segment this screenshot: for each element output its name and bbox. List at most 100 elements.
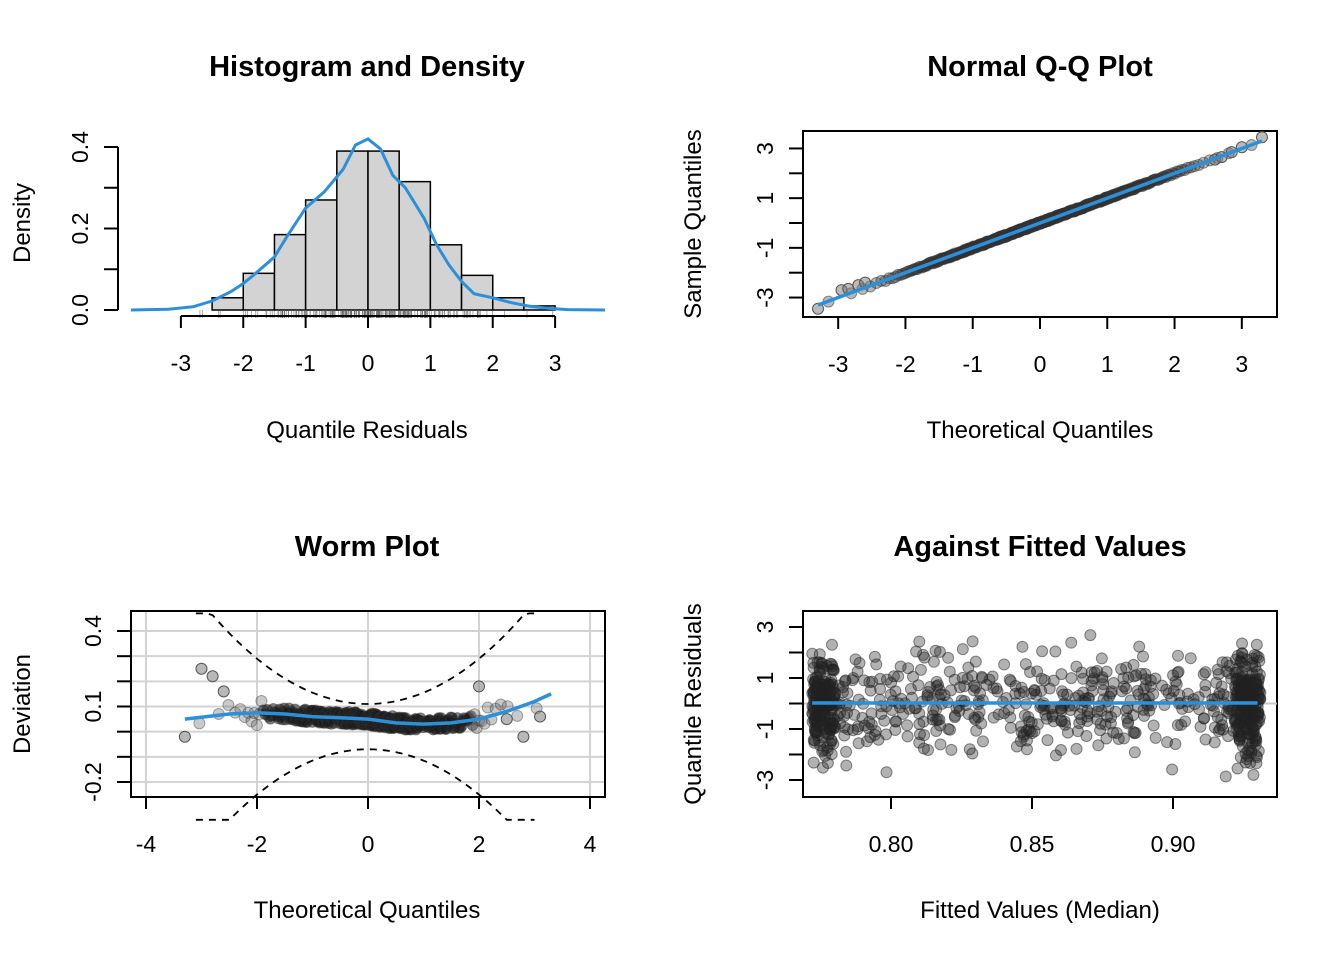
worm-point xyxy=(517,730,530,743)
residual-point xyxy=(858,674,871,687)
residual-point xyxy=(1216,719,1229,732)
residual-point xyxy=(1169,738,1182,751)
worm-point xyxy=(245,715,258,728)
chart-title: Normal Q-Q Plot xyxy=(927,51,1153,83)
residual-point xyxy=(1172,649,1185,662)
residual-point xyxy=(1197,668,1210,681)
panel-qq: Normal Q-Q Plot -3 -2 -1 0 1 2 3 -3 -1 1 3 Theore… xyxy=(680,51,1278,444)
y-axis-label: Deviation xyxy=(9,654,36,754)
x-tick-label: -2 xyxy=(233,350,253,376)
residual-point xyxy=(1049,749,1062,762)
residual-point xyxy=(958,680,971,693)
residual-point xyxy=(880,766,893,779)
residual-point xyxy=(819,749,832,762)
residual-point xyxy=(1120,682,1133,695)
residual-point xyxy=(934,738,947,751)
x-tick-label: 3 xyxy=(549,350,562,376)
residual-point xyxy=(901,730,914,743)
confidence-band xyxy=(195,748,535,821)
y-tick-label: 3 xyxy=(752,621,778,634)
residual-point xyxy=(1246,721,1259,734)
residual-point xyxy=(930,703,943,716)
residual-point xyxy=(1055,714,1068,727)
residual-point xyxy=(1250,649,1263,662)
residual-point xyxy=(1037,703,1050,716)
density-curve xyxy=(130,137,606,312)
residual-point xyxy=(1166,763,1179,776)
worm-point xyxy=(494,698,507,711)
worm-point xyxy=(195,662,208,675)
residual-point xyxy=(1250,683,1263,696)
residual-point xyxy=(1199,733,1212,746)
residual-point xyxy=(856,711,869,724)
y-tick-label: 3 xyxy=(752,142,778,155)
residual-point xyxy=(1234,751,1247,764)
residual-point xyxy=(933,645,946,658)
qq-reference-line xyxy=(817,139,1263,307)
residual-point xyxy=(1208,721,1221,734)
x-axis-label: Fitted Values (Median) xyxy=(920,897,1160,924)
residual-point xyxy=(868,728,881,741)
residual-point xyxy=(813,665,826,678)
residual-point xyxy=(1092,739,1105,752)
worm-fitted-curve xyxy=(184,692,552,726)
residual-point xyxy=(1127,658,1140,671)
residual-point xyxy=(1107,726,1120,739)
residual-point xyxy=(1095,652,1108,665)
residual-point xyxy=(1221,705,1234,718)
residual-point xyxy=(918,729,931,742)
residual-point xyxy=(986,670,999,683)
x-tick-label: 2 xyxy=(1168,351,1181,377)
residual-point xyxy=(1057,688,1070,701)
residual-point xyxy=(1049,645,1062,658)
residual-point xyxy=(932,679,945,692)
x-tick-label: -2 xyxy=(247,831,267,857)
panel-worm: Worm Plot -4 -2 0 2 4 -0.2 0.1 0.4 Theoretical… xyxy=(9,531,606,924)
worm-point xyxy=(481,701,494,714)
worm-point xyxy=(217,685,230,698)
residual-point xyxy=(1184,652,1197,665)
residual-point xyxy=(976,735,989,748)
residual-point xyxy=(814,739,827,752)
y-tick-label: 0.2 xyxy=(67,213,93,245)
residual-point xyxy=(1120,661,1133,674)
residual-point xyxy=(1088,666,1101,679)
residual-point xyxy=(910,645,923,658)
x-tick-label: 0.90 xyxy=(1151,831,1196,857)
x-tick-label: 1 xyxy=(424,350,437,376)
residual-point xyxy=(921,743,934,756)
residual-point xyxy=(889,723,902,736)
x-tick-label: -3 xyxy=(171,350,191,376)
y-tick-label: -3 xyxy=(752,770,778,790)
residual-point xyxy=(806,707,819,720)
panel-histogram: Histogram and Density -3 -2 -1 0 1 2 3 0.0 0.2 0… xyxy=(9,51,606,444)
x-tick-label: 1 xyxy=(1101,351,1114,377)
y-axis-label: Density xyxy=(9,183,36,263)
residual-point xyxy=(1038,674,1051,687)
residual-point xyxy=(1244,728,1257,741)
residual-point xyxy=(1236,681,1249,694)
residual-point xyxy=(841,687,854,700)
residual-point xyxy=(840,759,853,772)
residual-point xyxy=(1101,710,1114,723)
residual-point xyxy=(1024,666,1037,679)
residual-point xyxy=(825,734,838,747)
residual-point xyxy=(1220,656,1233,669)
residual-point xyxy=(1081,714,1094,727)
residual-point xyxy=(956,643,969,656)
residual-point xyxy=(1130,669,1143,682)
residual-point xyxy=(1197,712,1210,725)
residual-point xyxy=(1207,705,1220,718)
residual-point xyxy=(1234,655,1247,668)
residual-point xyxy=(1086,685,1099,698)
residual-point xyxy=(1229,653,1242,666)
residual-point xyxy=(827,722,840,735)
residual-point xyxy=(868,650,881,663)
residual-point xyxy=(1121,712,1134,725)
residual-point xyxy=(807,756,820,769)
residual-point xyxy=(847,724,860,737)
residual-point xyxy=(823,716,836,729)
residual-point xyxy=(1070,742,1083,755)
residual-point xyxy=(869,725,882,738)
